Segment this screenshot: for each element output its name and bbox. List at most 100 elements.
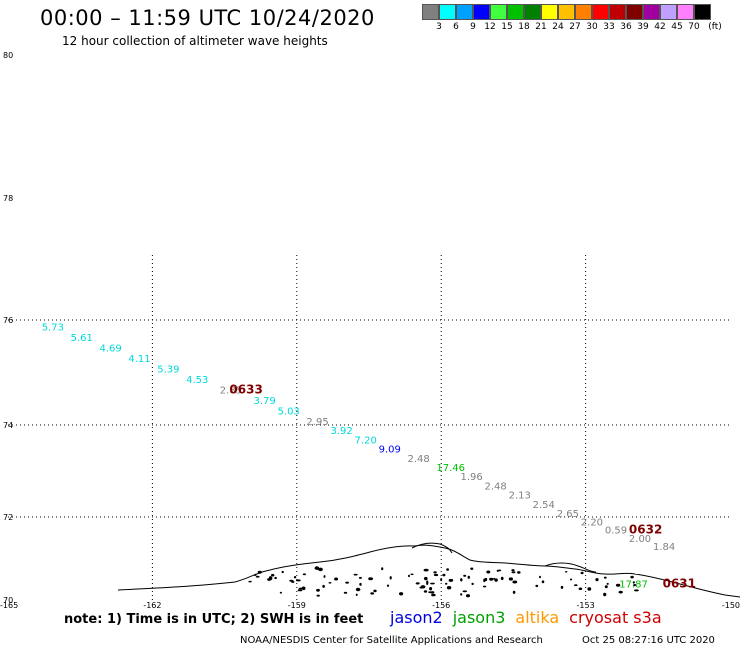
- lake: [373, 589, 377, 593]
- wave-labels: 5.73 5.61 4.69 4.11 5.39 4.53 2.85 3.795.03 2.95…: [42, 323, 696, 591]
- lake: [603, 592, 607, 597]
- lake: [511, 571, 516, 574]
- lake: [634, 589, 639, 592]
- lake: [517, 571, 521, 574]
- legend-swatch: [456, 4, 473, 20]
- lake: [279, 591, 282, 594]
- lake: [254, 573, 257, 577]
- lake: [353, 573, 358, 576]
- lon-tick-label: -162: [143, 601, 161, 610]
- lake: [359, 582, 362, 586]
- lake: [428, 591, 432, 594]
- wave-height-label: 4.69: [99, 344, 121, 355]
- axis-ticks: 80 78 76 74 72 70-165 -162 -159 -156 -153 -150: [0, 51, 740, 610]
- map-title: 00:00 – 11:59 UTC 10/24/2020: [40, 6, 375, 30]
- wave-height-label: 5.73: [42, 323, 64, 334]
- pass-time-label: 0632: [629, 523, 662, 537]
- lake: [587, 587, 592, 591]
- lake: [482, 585, 487, 588]
- legend-swatch: [422, 4, 439, 20]
- wave-height-label: 5.39: [157, 365, 179, 376]
- wave-height-label: 2.85: [220, 386, 242, 397]
- legend-label: 6: [453, 22, 459, 32]
- mission-name: jason3: [452, 608, 506, 627]
- lake: [448, 578, 454, 582]
- wave-height-label: 7.20: [355, 435, 377, 446]
- legend-label: 27: [569, 22, 581, 32]
- lake: [440, 578, 443, 582]
- lake: [603, 576, 607, 579]
- lake: [574, 584, 578, 587]
- wave-height-label: 4.11: [128, 354, 150, 365]
- lake: [358, 576, 362, 579]
- legend-label: 9: [470, 22, 476, 32]
- wave-height-label: 2.48: [408, 454, 430, 465]
- footer-credit: NOAA/NESDIS Center for Satellite Applica…: [240, 635, 543, 646]
- lake: [578, 587, 583, 591]
- lake: [463, 574, 467, 577]
- lake: [399, 592, 404, 596]
- lake: [431, 593, 436, 597]
- legend-label: 45: [671, 22, 683, 32]
- legend-label: 33: [603, 22, 615, 32]
- lake: [512, 580, 518, 584]
- map-subtitle: 12 hour collection of altimeter wave hei…: [62, 34, 328, 48]
- legend-swatch: [558, 4, 575, 20]
- wave-height-label: 9.09: [379, 445, 401, 456]
- legend-swatch: [677, 4, 694, 20]
- lake: [595, 578, 599, 582]
- wave-height-label: 2.20: [581, 517, 603, 528]
- wave-height-label: 5.61: [71, 333, 93, 344]
- lake: [606, 582, 609, 585]
- lake: [460, 578, 463, 582]
- mission-name: altika: [515, 608, 560, 627]
- legend-swatch: [524, 4, 541, 20]
- lake: [541, 580, 545, 584]
- wave-height-label: 4.53: [186, 375, 208, 386]
- coastline-bay: [544, 562, 597, 573]
- lake: [512, 590, 516, 594]
- lake: [462, 590, 468, 593]
- lat-tick-label: 76: [3, 316, 13, 325]
- lake: [633, 584, 637, 587]
- legend-swatch: [507, 4, 524, 20]
- legend-labels: 3 6 9 12 15 18 21 24 27 30 33 36 39 42 45 70 (ft): [422, 20, 722, 34]
- legend-swatch: [592, 4, 609, 20]
- wave-height-label: 3.79: [253, 396, 275, 407]
- wave-height-label: 2.65: [557, 509, 579, 520]
- lake: [445, 582, 448, 585]
- lake: [293, 576, 297, 579]
- lake: [500, 576, 504, 581]
- lake: [460, 593, 463, 596]
- lake: [415, 582, 420, 585]
- wave-height-label: 17.87: [619, 580, 648, 591]
- lake: [470, 567, 474, 570]
- wave-height-label: 2.00: [629, 534, 651, 545]
- lake: [569, 578, 573, 581]
- legend-label: 36: [620, 22, 632, 32]
- lake: [295, 579, 301, 582]
- wave-height-label: 2.13: [509, 491, 531, 502]
- lat-tick-label: 70: [3, 596, 13, 605]
- wave-height-label: 1.84: [653, 542, 675, 553]
- lake: [257, 570, 262, 574]
- legend-swatch: [439, 4, 456, 20]
- lake: [565, 571, 568, 573]
- lake: [289, 579, 294, 582]
- mission-name: cryosat s3a: [569, 608, 662, 627]
- lake: [301, 586, 306, 591]
- lake: [381, 567, 384, 571]
- lake: [430, 591, 435, 594]
- lake: [316, 588, 320, 592]
- lake: [424, 576, 428, 581]
- legend-label: 39: [637, 22, 649, 32]
- lake: [334, 577, 339, 581]
- lake: [343, 591, 348, 594]
- lat-tick-label: 72: [3, 513, 13, 522]
- lake: [322, 584, 325, 588]
- color-legend: 3 6 9 12 15 18 21 24 27 30 33 36 39 42 45 70 (ft): [422, 4, 722, 34]
- wave-height-label: 3.92: [330, 426, 352, 437]
- lake: [535, 584, 539, 588]
- legend-swatch: [609, 4, 626, 20]
- wave-height-label: 0.59: [605, 526, 627, 537]
